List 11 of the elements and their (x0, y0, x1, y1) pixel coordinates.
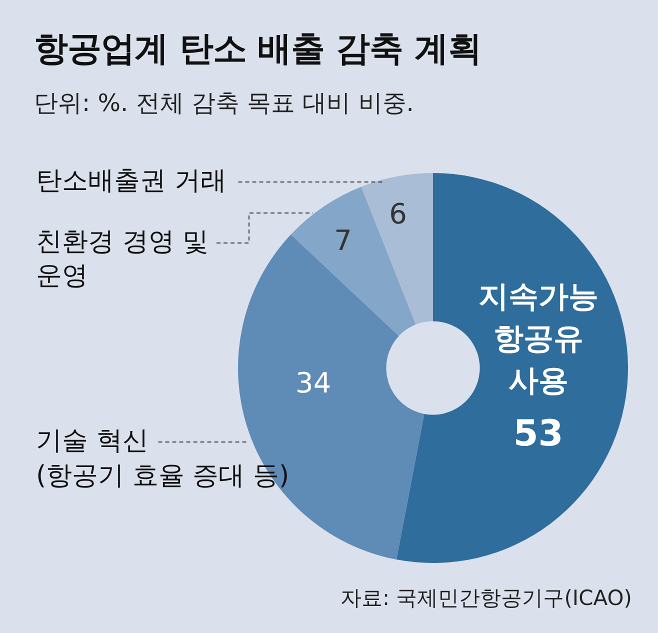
slice-label: 친환경 경영 및 운영 (36, 226, 209, 291)
slice-label: 지속가능 항공유 사용 (478, 280, 598, 399)
data-label: 7 (334, 224, 352, 258)
data-label: 6 (389, 197, 407, 230)
data-label: 34 (296, 366, 332, 400)
slice-label: 탄소배출권 거래 (36, 166, 226, 196)
data-label: 53 (513, 413, 564, 454)
chart-subtitle: 단위: %. 전체 감축 목표 대비 비중. (34, 89, 414, 118)
slice-label: 기술 혁신 (항공기 효율 증대 등) (36, 426, 290, 491)
text: 자료: 국제민간항공기구(ICAO) (340, 586, 632, 610)
chart-title: 항공업계 탄소 배출 감축 계획 (34, 29, 482, 70)
